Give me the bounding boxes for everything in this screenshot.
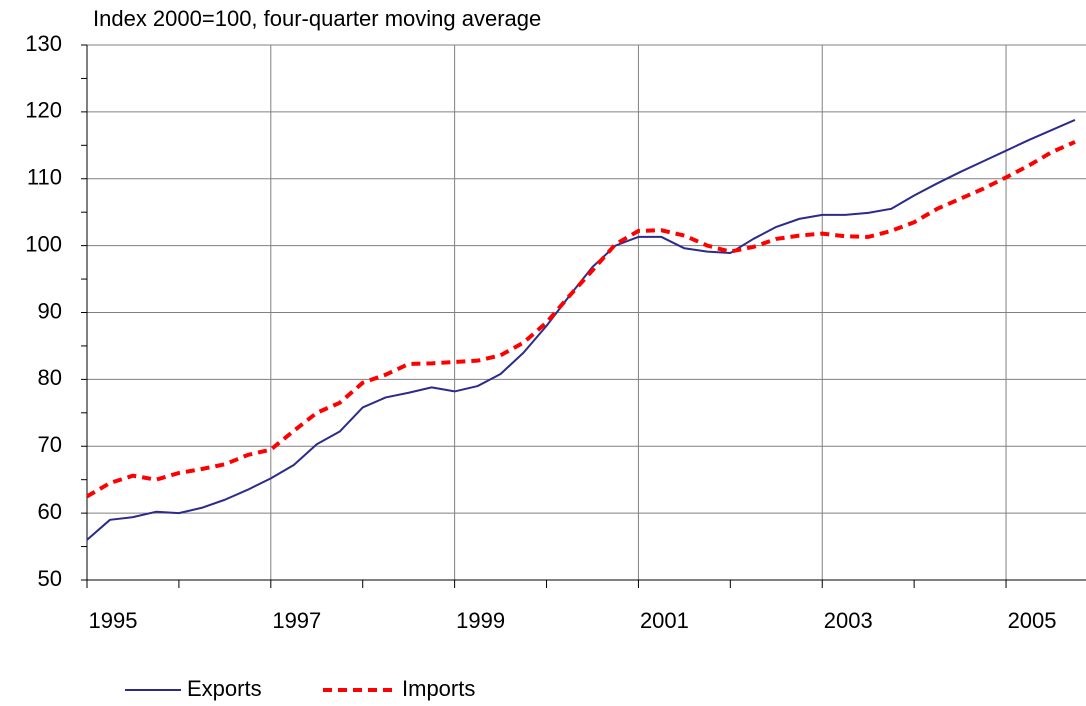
- x-tick-label: 1995: [89, 608, 138, 633]
- y-tick-label: 80: [38, 365, 62, 390]
- x-tick-label: 2003: [824, 608, 873, 633]
- legend-label: Imports: [402, 676, 475, 701]
- x-tick-label: 2001: [640, 608, 689, 633]
- y-tick-label: 50: [38, 566, 62, 591]
- y-tick-label: 120: [25, 98, 62, 123]
- chart-title: Index 2000=100, four-quarter moving aver…: [93, 6, 541, 31]
- x-tick-label: 1997: [272, 608, 321, 633]
- y-tick-label: 110: [27, 165, 62, 190]
- x-tick-label: 1999: [456, 608, 505, 633]
- series-line: [86, 118, 1076, 541]
- y-tick-label: 70: [38, 432, 62, 457]
- y-tick-label: 100: [25, 231, 62, 256]
- legend-label: Exports: [187, 676, 262, 701]
- y-tick-label: 90: [38, 298, 62, 323]
- x-tick-label: 2005: [1008, 608, 1057, 633]
- y-tick-label: 130: [25, 31, 62, 56]
- y-tick-label: 60: [38, 499, 62, 524]
- series-line: [85, 140, 1076, 499]
